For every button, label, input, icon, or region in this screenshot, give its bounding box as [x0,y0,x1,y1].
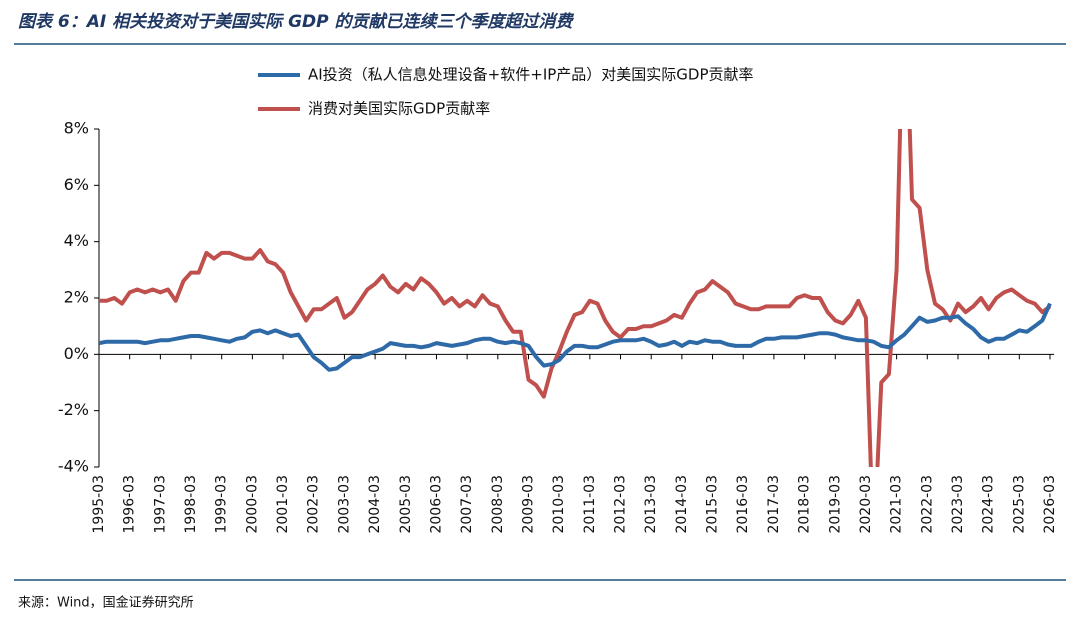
x-tick-label: 2024-03 [981,475,997,534]
x-tick-label: 2023-03 [950,475,966,534]
x-tick-label: 2015-03 [705,475,721,534]
y-tick-label: 6% [64,175,89,194]
x-tick-label: 2026-03 [1042,475,1058,534]
y-tick-label: 8% [64,119,89,138]
plot-area [99,129,1052,467]
x-tick-label: 2005-03 [398,475,414,534]
x-tick-label: 2014-03 [674,475,690,534]
x-tick-label: 1997-03 [152,475,168,534]
x-tick-label: 2011-03 [582,475,598,534]
y-tick-label: -2% [58,400,89,419]
x-tick-label: 1996-03 [122,475,138,534]
series-line [99,129,1052,467]
legend-label: 消费对美国实际GDP贡献率 [308,100,490,118]
x-tick-label: 2012-03 [613,475,629,534]
x-tick-label: 2008-03 [490,475,506,534]
x-tick-label: 2022-03 [919,475,935,534]
x-tick-label: 2001-03 [275,475,291,534]
x-tick-label: 2013-03 [643,475,659,534]
x-tick-label: 2010-03 [551,475,567,534]
x-tick-label: 2019-03 [827,475,843,534]
x-tick-label: 2025-03 [1011,475,1027,534]
x-tick-label: 2004-03 [367,475,383,534]
x-tick-label: 2021-03 [889,475,905,534]
x-tick-label: 1999-03 [214,475,230,534]
y-tick-label: 4% [64,231,89,250]
y-tick-label: 0% [64,344,89,363]
x-tick-label: 2018-03 [797,475,813,534]
y-tick-label: 2% [64,288,89,307]
series-line [99,302,1052,372]
source: 来源：Wind，国金证券研究所 [18,595,194,611]
legend-label: AI投资（私人信息处理设备+软件+IP产品）对美国实际GDP贡献率 [308,66,754,84]
x-tick-label: 1998-03 [183,475,199,534]
x-tick-label: 2007-03 [459,475,475,534]
x-tick-label: 2000-03 [244,475,260,534]
x-tick-label: 2002-03 [306,475,322,534]
x-tick-label: 1995-03 [91,475,107,534]
chart-title: 图表 6：AI 相关投资对于美国实际 GDP 的贡献已连续三个季度超过消费 [18,12,575,32]
x-tick-label: 2016-03 [735,475,751,534]
x-tick-label: 2009-03 [520,475,536,534]
x-tick-label: 2020-03 [858,475,874,534]
x-tick-label: 2006-03 [428,475,444,534]
x-tick-label: 2017-03 [766,475,782,534]
x-tick-label: 2003-03 [336,475,352,534]
y-tick-label: -4% [58,457,89,476]
